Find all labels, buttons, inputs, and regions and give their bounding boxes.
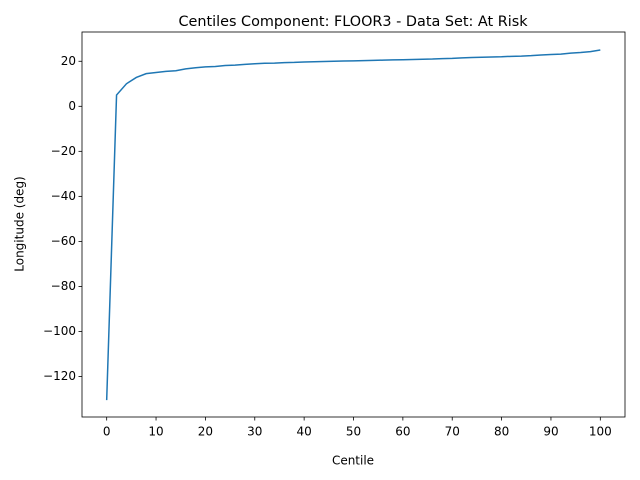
y-tick-label: −120 (43, 369, 76, 383)
x-tick-label: 20 (198, 425, 213, 439)
x-tick-label: 100 (589, 425, 612, 439)
chart-title: Centiles Component: FLOOR3 - Data Set: A… (178, 14, 528, 30)
x-tick-label: 40 (296, 425, 311, 439)
y-tick-label: 20 (61, 54, 76, 68)
x-tick-label: 10 (148, 425, 163, 439)
y-tick-label: −20 (51, 144, 76, 158)
y-axis-label: Longitude (deg) (13, 176, 27, 271)
data-line (105, 49, 601, 401)
x-tick-label: 80 (494, 425, 509, 439)
x-tick-label: 50 (346, 425, 361, 439)
x-axis-label: Centile (332, 454, 374, 468)
plot-frame (81, 31, 626, 418)
y-tick-label: −40 (51, 189, 76, 203)
y-tick-label: −100 (43, 324, 76, 338)
x-tick-label: 70 (445, 425, 460, 439)
y-tick-label: 0 (68, 99, 76, 113)
x-tick-label: 0 (103, 425, 111, 439)
y-tick-label: −60 (51, 234, 76, 248)
x-tick-label: 60 (395, 425, 410, 439)
x-tick-label: 30 (247, 425, 262, 439)
x-tick-label: 90 (543, 425, 558, 439)
y-tick-label: −80 (51, 279, 76, 293)
